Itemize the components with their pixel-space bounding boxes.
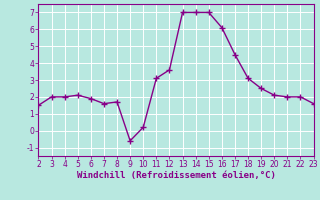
X-axis label: Windchill (Refroidissement éolien,°C): Windchill (Refroidissement éolien,°C) bbox=[76, 171, 276, 180]
